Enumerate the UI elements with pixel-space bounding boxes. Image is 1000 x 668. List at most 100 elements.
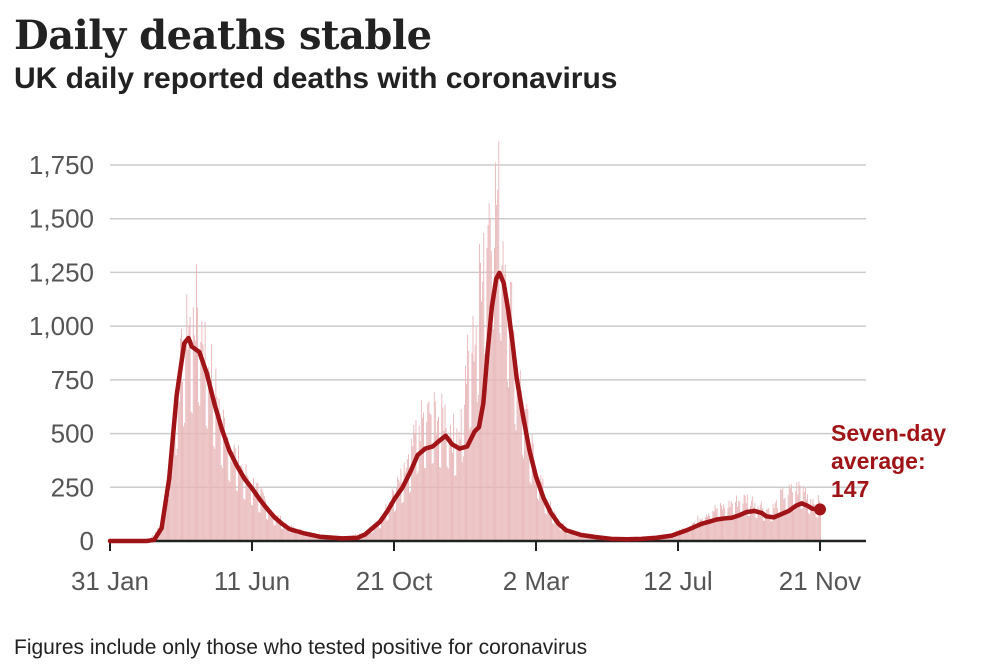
daily-bar bbox=[372, 532, 374, 541]
daily-bar bbox=[808, 513, 810, 541]
daily-bar bbox=[261, 489, 263, 541]
daily-bar bbox=[396, 487, 398, 541]
daily-bar bbox=[438, 417, 440, 541]
daily-bar bbox=[695, 529, 697, 541]
daily-bar bbox=[190, 411, 192, 541]
daily-bar bbox=[798, 481, 800, 541]
daily-bar bbox=[815, 517, 817, 541]
daily-bar bbox=[244, 499, 246, 541]
daily-bar bbox=[453, 413, 455, 541]
daily-bar bbox=[485, 351, 487, 541]
daily-bar bbox=[279, 515, 281, 541]
daily-bar bbox=[413, 424, 415, 541]
daily-bar bbox=[760, 501, 762, 541]
daily-bar bbox=[489, 218, 491, 541]
daily-bar bbox=[492, 328, 494, 541]
daily-bar bbox=[745, 503, 747, 541]
daily-bar bbox=[458, 431, 460, 541]
daily-bar bbox=[546, 501, 548, 541]
daily-bar bbox=[702, 525, 704, 541]
daily-bar bbox=[801, 508, 803, 541]
daily-bar bbox=[404, 472, 406, 541]
daily-bar bbox=[508, 387, 509, 541]
daily-bar bbox=[694, 521, 696, 541]
daily-bar bbox=[725, 520, 727, 541]
daily-bar bbox=[417, 471, 419, 541]
daily-bar bbox=[786, 512, 788, 541]
daily-bar bbox=[291, 528, 293, 541]
daily-bar bbox=[444, 404, 446, 541]
daily-bar bbox=[753, 507, 755, 541]
daily-bar bbox=[500, 340, 502, 541]
daily-bar bbox=[415, 419, 417, 541]
daily-bar bbox=[761, 507, 763, 541]
daily-bar bbox=[743, 494, 745, 541]
daily-bar bbox=[445, 428, 447, 541]
daily-bar bbox=[688, 531, 690, 541]
x-tick-label: 2 Mar bbox=[503, 566, 570, 596]
daily-bar bbox=[173, 415, 175, 541]
daily-bar bbox=[433, 392, 435, 541]
daily-bar bbox=[243, 498, 245, 541]
daily-bar bbox=[701, 518, 703, 541]
daily-bar bbox=[296, 533, 298, 541]
daily-bar bbox=[716, 508, 718, 541]
daily-bar bbox=[574, 535, 576, 541]
daily-bar bbox=[558, 523, 560, 541]
daily-bar bbox=[386, 520, 388, 541]
daily-bar bbox=[494, 247, 495, 541]
daily-bar bbox=[529, 481, 531, 541]
daily-bar bbox=[772, 503, 774, 541]
daily-bar bbox=[524, 422, 526, 541]
daily-bar bbox=[460, 409, 462, 541]
daily-bar bbox=[371, 532, 373, 541]
daily-bar bbox=[305, 533, 307, 541]
daily-bar bbox=[475, 326, 477, 541]
daily-bar bbox=[196, 264, 197, 541]
daily-bar bbox=[792, 492, 793, 541]
annotation-label: Seven-day bbox=[831, 420, 946, 446]
daily-bar bbox=[388, 502, 390, 541]
daily-bar bbox=[517, 381, 519, 541]
daily-bar bbox=[735, 501, 736, 541]
daily-bar bbox=[183, 426, 185, 541]
daily-bar bbox=[732, 517, 734, 541]
x-tick-label: 21 Oct bbox=[356, 566, 433, 596]
daily-bar bbox=[387, 519, 389, 541]
daily-bar bbox=[255, 491, 257, 541]
daily-bar bbox=[689, 527, 691, 541]
daily-bar bbox=[398, 479, 400, 541]
daily-bar bbox=[539, 485, 541, 541]
daily-bar bbox=[551, 507, 552, 541]
daily-bar bbox=[729, 507, 731, 541]
daily-bar bbox=[486, 248, 488, 541]
daily-bar bbox=[722, 509, 724, 541]
daily-bar bbox=[284, 523, 286, 541]
daily-bar bbox=[676, 531, 678, 541]
daily-bar bbox=[303, 535, 305, 541]
daily-bar bbox=[406, 459, 408, 541]
daily-bar bbox=[229, 481, 231, 541]
average-line-layer bbox=[107, 270, 823, 544]
daily-bar bbox=[246, 475, 248, 541]
daily-bar bbox=[198, 402, 200, 541]
daily-bar bbox=[505, 312, 507, 541]
daily-bar bbox=[686, 528, 688, 541]
daily-bar bbox=[693, 522, 694, 541]
daily-bar bbox=[366, 531, 367, 541]
daily-bar bbox=[297, 534, 299, 541]
daily-bar bbox=[509, 327, 511, 541]
daily-bar bbox=[418, 425, 420, 541]
daily-bar bbox=[252, 505, 253, 541]
daily-bar bbox=[556, 519, 558, 541]
daily-bar bbox=[758, 510, 760, 541]
daily-bar bbox=[302, 533, 304, 541]
daily-bar bbox=[802, 485, 804, 541]
daily-bar bbox=[794, 510, 796, 541]
y-tick-label: 1,000 bbox=[29, 311, 94, 341]
daily-bar bbox=[477, 394, 479, 541]
daily-bar bbox=[161, 531, 163, 541]
daily-bar bbox=[394, 511, 395, 541]
daily-bar bbox=[165, 497, 167, 541]
daily-bar bbox=[264, 499, 266, 541]
